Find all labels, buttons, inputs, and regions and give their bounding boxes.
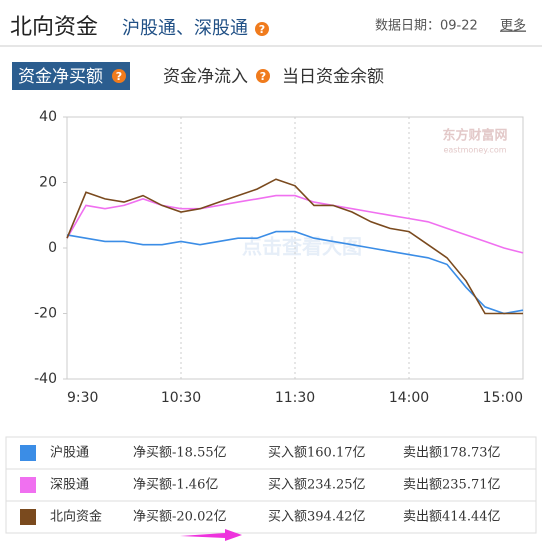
- header-subtitle: 沪股通、深股通: [122, 18, 248, 39]
- y-tick-label: -40: [34, 371, 57, 387]
- help-icon-text: ?: [260, 70, 266, 83]
- more-link[interactable]: 更多: [500, 18, 526, 34]
- legend-swatch: [20, 445, 36, 461]
- legend-swatch: [20, 477, 36, 493]
- help-icon-text: ?: [116, 70, 122, 83]
- x-tick-label: 9:30: [67, 390, 98, 406]
- table-cell: 卖出额414.44亿: [403, 510, 501, 525]
- plot: -40 -20 0 20 40 9:30 10:30 11:30 14:00 15:00: [34, 109, 524, 406]
- help-icon-text: ?: [259, 23, 265, 36]
- tab[interactable]: 资金净买额: [18, 67, 103, 87]
- tab-active-bg[interactable]: [12, 62, 130, 90]
- watermark: eastmoney.com: [443, 146, 506, 155]
- arrow: [180, 529, 242, 541]
- help-icon[interactable]: [255, 22, 269, 36]
- legend-label: 北向资金: [50, 509, 102, 525]
- table-cell: 买入额160.17亿: [268, 446, 366, 461]
- table-cell: 卖出额235.71亿: [403, 478, 501, 493]
- y-tick-label: 40: [39, 109, 57, 125]
- table-cell: 净买额-20.02亿: [133, 510, 227, 525]
- series-line: [66, 178, 523, 315]
- legend-label: 沪股通: [50, 445, 89, 461]
- table-cell: 净买额-18.55亿: [133, 446, 227, 461]
- table-frame: [5, 436, 537, 534]
- help-icon[interactable]: [256, 69, 270, 83]
- series-line: [66, 230, 524, 315]
- legend-label: 深股通: [50, 478, 89, 493]
- x-tick-label: 10:30: [161, 390, 201, 406]
- table-cell: 买入额394.42亿: [268, 510, 366, 525]
- y-tick-label: -20: [34, 306, 57, 322]
- table-cell: 卖出额178.73亿: [403, 446, 501, 461]
- y-tick-label: 0: [48, 240, 57, 256]
- watermark: 东方财富网: [442, 128, 507, 144]
- x-tick-label: 14:00: [389, 390, 429, 406]
- legend-swatch: [20, 509, 36, 525]
- x-tick-label: 15:00: [483, 390, 523, 406]
- series-line: [66, 194, 524, 254]
- data-date: 数据日期：09-22: [375, 19, 478, 34]
- watermark: 点击查看大图: [242, 235, 362, 259]
- tab[interactable]: 资金净流入: [163, 67, 248, 87]
- tab[interactable]: 当日资金余额: [282, 67, 384, 87]
- help-icon[interactable]: [112, 69, 126, 83]
- y-tick-label: 20: [39, 175, 57, 191]
- table-cell: 买入额234.25亿: [268, 478, 366, 493]
- header-title: 北向资金: [10, 15, 98, 40]
- table-cell: 净买额-1.46亿: [133, 478, 218, 493]
- x-tick-label: 11:30: [275, 390, 315, 406]
